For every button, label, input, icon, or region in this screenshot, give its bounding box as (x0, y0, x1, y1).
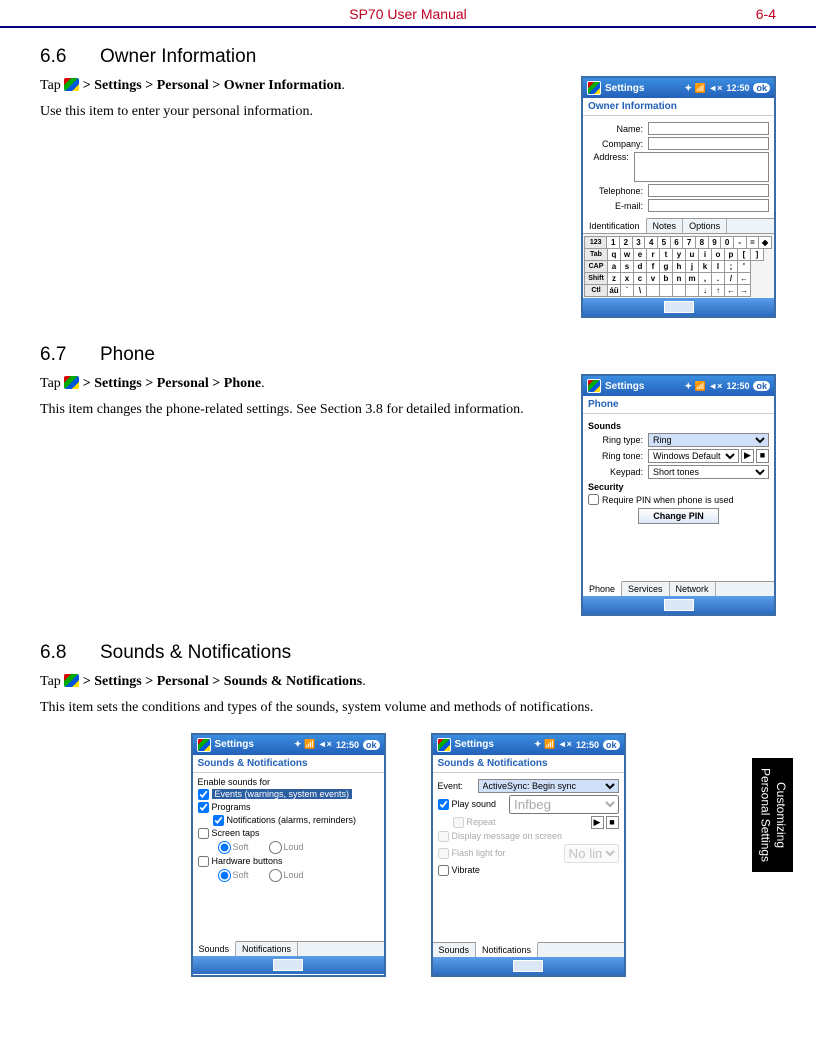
ring-type-select[interactable]: Ring (648, 433, 769, 447)
desc-6-6: Use this item to enter your personal inf… (40, 102, 561, 122)
flash-duration-select: No limit (564, 844, 619, 863)
owner-info-tabs: Identification Notes Options (583, 218, 774, 233)
telephone-input[interactable] (648, 184, 769, 197)
stop-icon[interactable]: ■ (606, 816, 619, 829)
phone-tabs: Phone Services Network (583, 581, 774, 596)
sounds-screenshot-2: Settings ✦ 📶 ◄× 12:50 ok Sounds & Notifi… (431, 733, 626, 977)
section-6-7-heading: 6.7Phone (40, 344, 776, 366)
start-icon (587, 81, 601, 95)
section-6-6-heading: 6.6Owner Information (40, 46, 776, 68)
section-6-8-heading: 6.8Sounds & Notifications (40, 642, 776, 664)
event-select[interactable]: ActiveSync: Begin sync (478, 779, 619, 793)
display-msg-checkbox (438, 831, 449, 842)
sounds-screenshot-1: Settings ✦ 📶 ◄× 12:50 ok Sounds & Notifi… (191, 733, 386, 977)
programs-checkbox[interactable] (198, 802, 209, 813)
stop-icon[interactable]: ■ (756, 449, 769, 463)
buttons-soft-radio[interactable] (218, 869, 231, 882)
page-header: SP70 User Manual 6-4 (0, 0, 816, 28)
tap-path-6-7: Tap > Settings > Personal > Phone. (40, 374, 561, 394)
desc-6-7: This item changes the phone-related sett… (40, 400, 561, 420)
taps-soft-radio[interactable] (218, 841, 231, 854)
play-sound-checkbox[interactable] (438, 799, 449, 810)
taps-checkbox[interactable] (198, 828, 209, 839)
buttons-checkbox[interactable] (198, 856, 209, 867)
keypad-select[interactable]: Short tones (648, 465, 769, 479)
name-input[interactable] (648, 122, 769, 135)
play-icon[interactable]: ▶ (591, 816, 604, 829)
start-icon (64, 78, 79, 91)
start-icon (437, 738, 451, 752)
company-input[interactable] (648, 137, 769, 150)
play-icon[interactable]: ▶ (741, 449, 754, 463)
buttons-loud-radio[interactable] (269, 869, 282, 882)
tap-path-6-6: Tap > Settings > Personal > Owner Inform… (40, 76, 561, 96)
sip-toggle[interactable] (273, 959, 303, 971)
vibrate-checkbox[interactable] (438, 865, 449, 876)
start-icon (64, 376, 79, 389)
notifications-checkbox[interactable] (213, 815, 224, 826)
ring-tone-select[interactable]: Windows Default (648, 449, 739, 463)
header-title: SP70 User Manual (349, 6, 467, 22)
sound-file-select[interactable]: Infbeg (509, 795, 618, 814)
change-pin-button[interactable]: Change PIN (638, 508, 719, 524)
owner-info-screenshot: Settings ✦ 📶 ◄× 12:50 ok Owner Informati… (581, 76, 776, 318)
address-input[interactable] (634, 152, 769, 182)
tap-path-6-8: Tap > Settings > Personal > Sounds & Not… (40, 672, 776, 692)
taps-loud-radio[interactable] (269, 841, 282, 854)
side-tab: CustomizingPersonal Settings (752, 758, 793, 872)
soft-keyboard[interactable]: 1231234567890-=◆ Tabqwertyuiop[] CAPasdf… (583, 233, 774, 298)
email-input[interactable] (648, 199, 769, 212)
start-icon (587, 379, 601, 393)
sip-toggle[interactable] (664, 599, 694, 611)
desc-6-8: This item sets the conditions and types … (40, 698, 776, 718)
repeat-checkbox (453, 817, 464, 828)
start-icon (64, 674, 79, 687)
start-icon (197, 738, 211, 752)
flash-checkbox (438, 848, 449, 859)
require-pin-checkbox[interactable] (588, 494, 599, 505)
sip-toggle[interactable] (664, 301, 694, 313)
phone-screenshot: Settings ✦ 📶 ◄× 12:50 ok Phone Sounds Ri… (581, 374, 776, 616)
header-page: 6-4 (756, 6, 776, 22)
sip-toggle[interactable] (513, 960, 543, 972)
events-checkbox[interactable] (198, 789, 209, 800)
